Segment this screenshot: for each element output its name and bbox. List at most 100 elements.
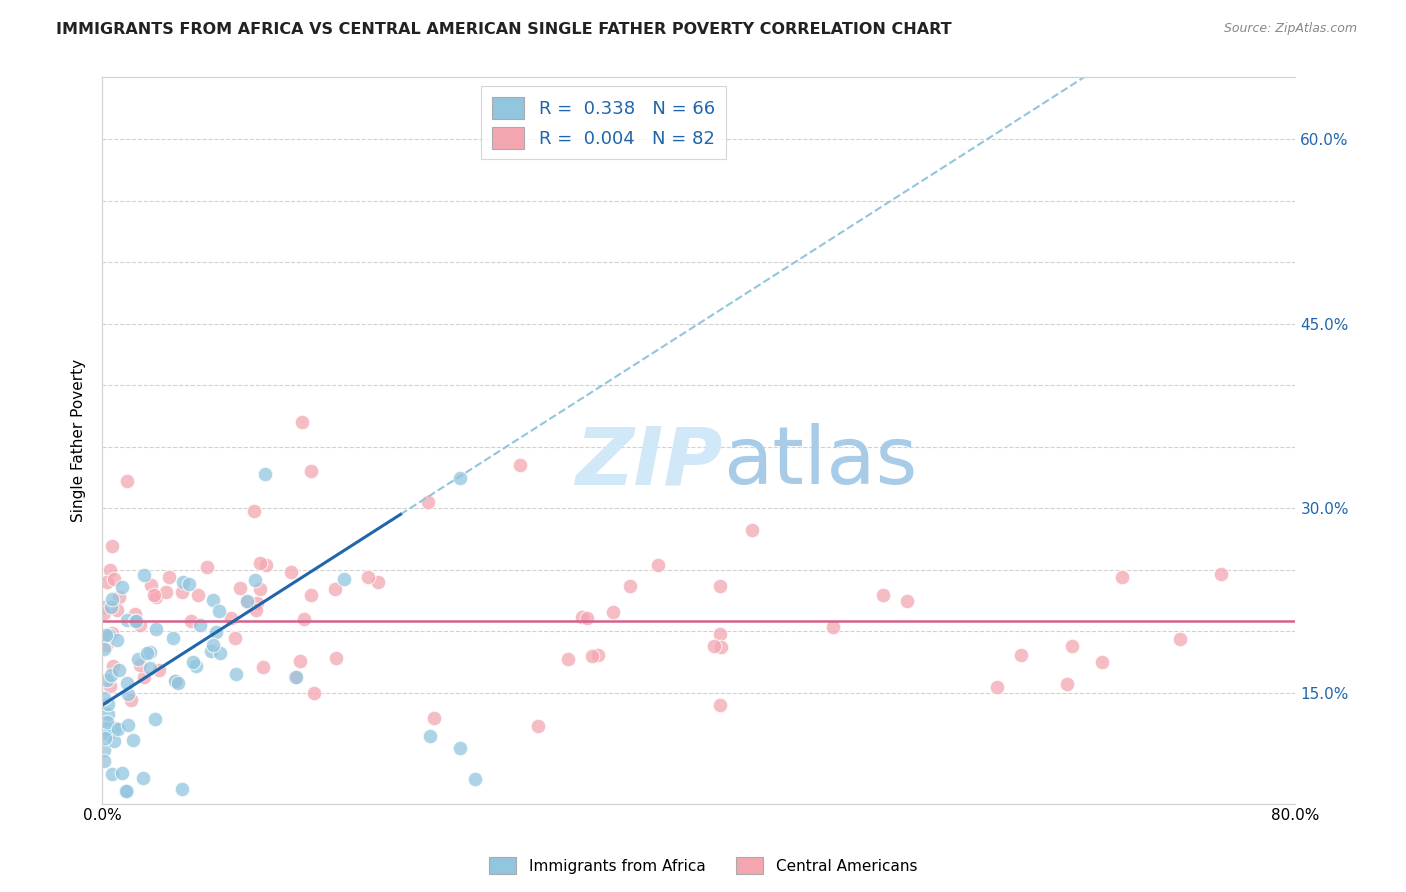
Point xyxy=(419,729,441,743)
Point xyxy=(249,582,271,596)
Point xyxy=(323,582,346,596)
Point xyxy=(187,588,209,602)
Point xyxy=(107,722,129,736)
Point xyxy=(143,588,166,602)
Point xyxy=(367,575,389,590)
Point xyxy=(325,651,347,665)
Point xyxy=(254,558,277,573)
Point xyxy=(228,581,250,595)
Point xyxy=(101,658,124,673)
Point xyxy=(97,628,120,642)
Point xyxy=(105,603,128,617)
Point xyxy=(165,673,187,688)
Point xyxy=(225,667,247,681)
Legend: Immigrants from Africa, Central Americans: Immigrants from Africa, Central American… xyxy=(482,851,924,880)
Text: atlas: atlas xyxy=(723,424,917,501)
Point xyxy=(288,654,311,668)
Point xyxy=(709,626,731,640)
Point xyxy=(449,471,471,485)
Point xyxy=(100,667,122,681)
Point xyxy=(586,648,609,662)
Point xyxy=(186,659,208,673)
Point xyxy=(122,733,145,747)
Point xyxy=(292,612,315,626)
Text: Source: ZipAtlas.com: Source: ZipAtlas.com xyxy=(1223,22,1357,36)
Point xyxy=(172,574,194,589)
Point xyxy=(224,631,246,645)
Point xyxy=(97,628,120,642)
Point xyxy=(93,641,115,656)
Point xyxy=(284,670,307,684)
Point xyxy=(986,680,1008,694)
Point xyxy=(159,570,181,584)
Point xyxy=(100,600,122,615)
Point xyxy=(709,698,731,712)
Point xyxy=(1091,656,1114,670)
Point xyxy=(93,606,115,620)
Point xyxy=(115,784,138,798)
Point xyxy=(170,585,193,599)
Text: IMMIGRANTS FROM AFRICA VS CENTRAL AMERICAN SINGLE FATHER POVERTY CORRELATION CHA: IMMIGRANTS FROM AFRICA VS CENTRAL AMERIC… xyxy=(56,22,952,37)
Point xyxy=(135,646,157,660)
Point xyxy=(124,614,146,628)
Point xyxy=(253,467,276,481)
Point xyxy=(127,652,149,666)
Point xyxy=(527,719,550,733)
Point xyxy=(139,645,162,659)
Point xyxy=(249,556,271,570)
Point xyxy=(94,731,117,746)
Point xyxy=(117,474,139,488)
Point xyxy=(155,585,177,599)
Point xyxy=(422,711,444,725)
Point xyxy=(202,638,225,652)
Point xyxy=(97,707,120,722)
Point xyxy=(162,631,184,645)
Point xyxy=(204,625,226,640)
Point xyxy=(181,655,204,669)
Point xyxy=(236,593,259,607)
Point xyxy=(117,687,139,701)
Point xyxy=(243,503,266,517)
Point xyxy=(896,593,918,607)
Point xyxy=(105,633,128,648)
Point xyxy=(357,570,380,584)
Point xyxy=(120,692,142,706)
Point xyxy=(103,734,125,748)
Point xyxy=(557,652,579,666)
Point xyxy=(581,648,603,663)
Point xyxy=(93,754,115,768)
Point xyxy=(128,618,150,632)
Point xyxy=(509,458,531,472)
Point xyxy=(104,721,127,735)
Point xyxy=(252,660,274,674)
Point xyxy=(97,697,120,711)
Point xyxy=(208,646,231,660)
Point xyxy=(166,676,188,690)
Point xyxy=(93,690,115,705)
Point xyxy=(188,618,211,632)
Text: ZIP: ZIP xyxy=(575,424,723,501)
Point xyxy=(110,580,132,594)
Point xyxy=(284,670,307,684)
Point xyxy=(101,591,124,606)
Point xyxy=(291,415,314,429)
Point xyxy=(108,590,131,604)
Point xyxy=(571,610,593,624)
Point xyxy=(246,596,269,610)
Point xyxy=(1056,676,1078,690)
Point xyxy=(195,560,218,574)
Point xyxy=(200,644,222,658)
Point xyxy=(143,712,166,726)
Point xyxy=(96,673,118,688)
Point xyxy=(177,577,200,591)
Point xyxy=(1168,632,1191,646)
Point xyxy=(1111,570,1133,584)
Point xyxy=(132,567,155,582)
Point xyxy=(138,661,160,675)
Point xyxy=(333,572,356,586)
Point xyxy=(148,663,170,677)
Point xyxy=(125,615,148,629)
Point xyxy=(1209,567,1232,582)
Point xyxy=(145,590,167,604)
Point xyxy=(299,464,322,478)
